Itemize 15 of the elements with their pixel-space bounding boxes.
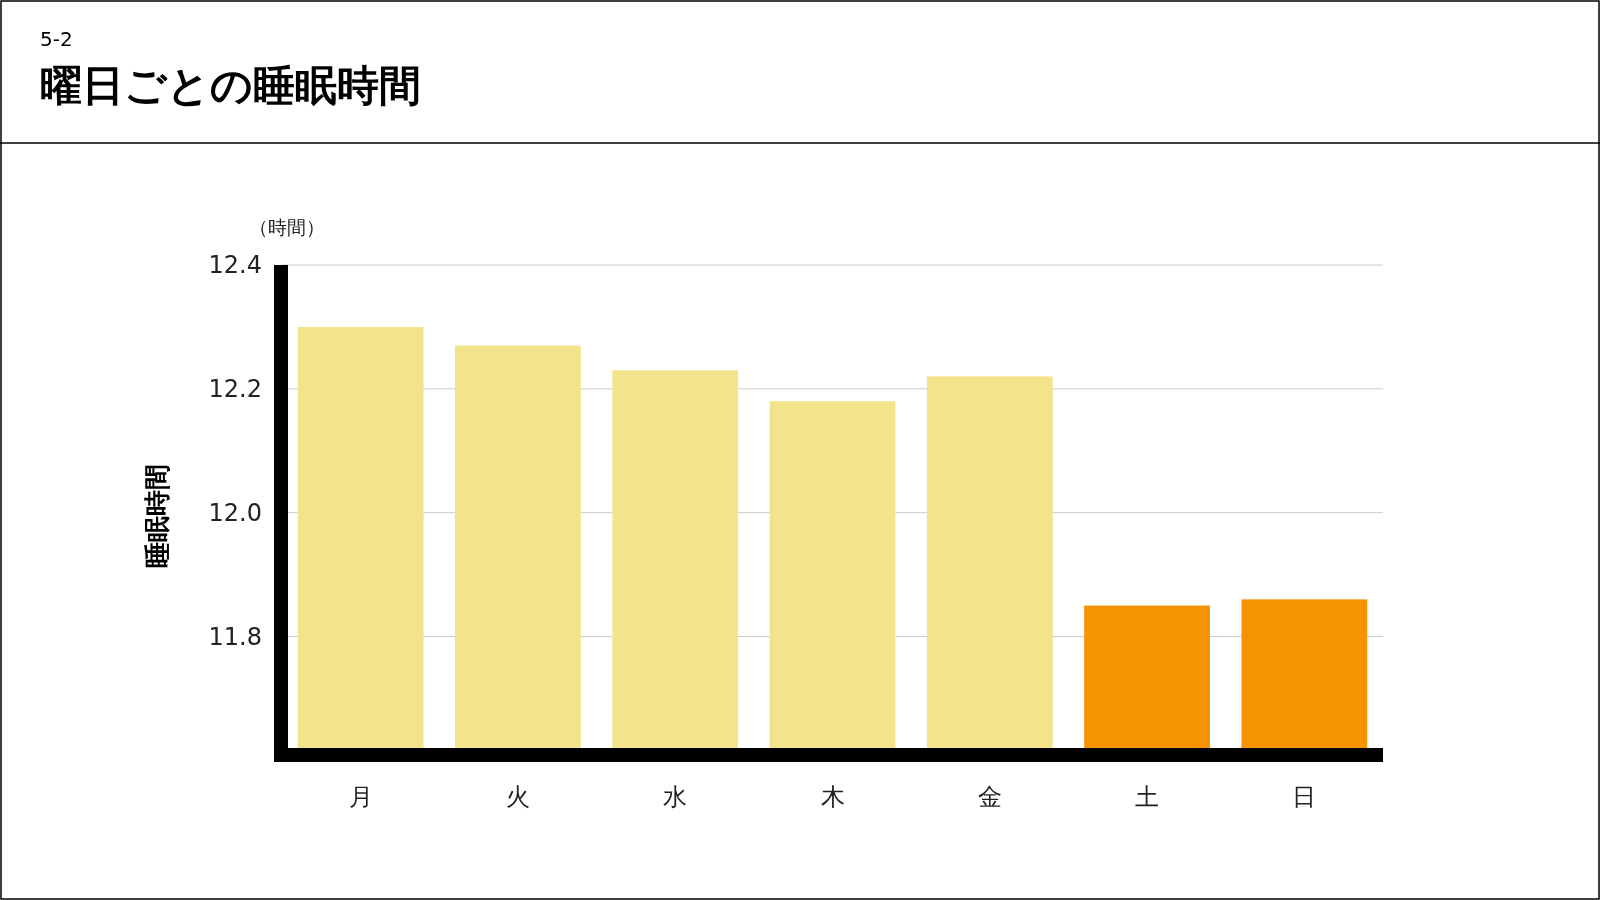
x-tick-label: 土 xyxy=(1135,783,1160,811)
text: （時間） xyxy=(249,216,325,238)
x-tick-label: 金 xyxy=(977,783,1002,811)
x-tick-label: 水 xyxy=(663,783,688,811)
x-tick-label: 日 xyxy=(1292,783,1317,811)
x-tick-label: 月 xyxy=(348,783,373,811)
y-axis-title: 睡眠時間 xyxy=(142,464,172,568)
y-tick-label: 12.2 xyxy=(208,374,262,403)
text: 5-2 xyxy=(40,27,73,51)
y-tick-label: 12.4 xyxy=(208,251,262,279)
x-tick-label: 火 xyxy=(505,783,530,811)
y-tick-label: 12.0 xyxy=(208,498,262,527)
chart-title: 曜日ごとの睡眠時間 xyxy=(40,61,421,110)
y-tick-label: 11.8 xyxy=(208,622,262,651)
x-tick-label: 木 xyxy=(820,783,845,811)
